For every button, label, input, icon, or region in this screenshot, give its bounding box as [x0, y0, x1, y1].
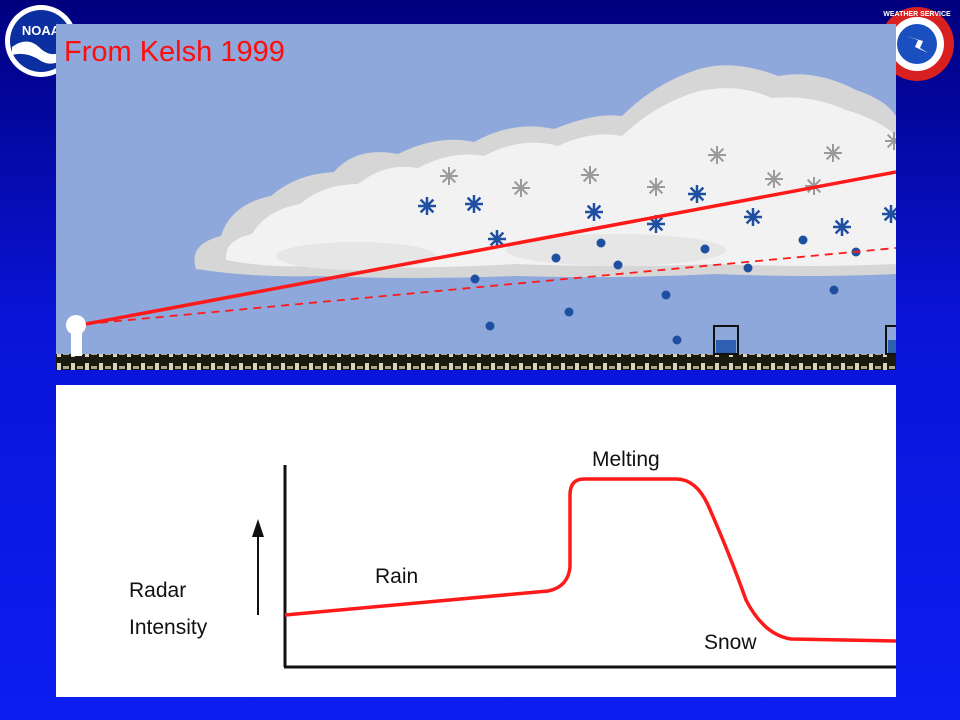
snowflake-icon	[765, 170, 783, 188]
intensity-curve	[284, 477, 896, 643]
raindrop	[564, 307, 574, 317]
label-rain: Rain	[375, 565, 418, 588]
snowflake-icon	[708, 146, 726, 164]
raindrop	[700, 244, 710, 254]
raindrop	[798, 235, 808, 245]
raindrop	[829, 285, 839, 295]
raindrop	[661, 290, 671, 300]
radar-beam-scene	[56, 24, 896, 370]
wet-snowflake-icon	[744, 208, 762, 226]
graph-ylabel-intensity: Intensity	[129, 616, 208, 639]
label-melting: Melting	[592, 448, 660, 471]
intensity-graph: Radar Intensity Rain Melting Snow	[56, 385, 896, 697]
label-snow: Snow	[704, 631, 757, 654]
wet-snowflake-icon	[647, 215, 665, 233]
beam-center-line	[85, 170, 896, 326]
snowflake-icon	[647, 178, 665, 196]
credit-text: From Kelsh 1999	[64, 36, 285, 68]
up-arrow-icon-head	[252, 519, 264, 537]
raindrop	[596, 238, 606, 248]
wet-snowflake-icon	[688, 185, 706, 203]
raindrop	[551, 253, 561, 263]
wet-snowflake-icon	[488, 230, 506, 248]
nws-logo-text: WEATHER SERVICE	[883, 11, 951, 18]
snowflake-icon	[581, 166, 599, 184]
raindrop	[613, 260, 623, 270]
wet-snowflake-icon	[833, 218, 851, 236]
noaa-logo-text: NOAA	[22, 23, 61, 38]
rain-gauge	[885, 325, 896, 355]
snowflake-icon	[824, 144, 842, 162]
radar-tower	[66, 315, 86, 356]
snowflake-icon	[440, 167, 458, 185]
wet-snowflake-icon	[585, 203, 603, 221]
wet-snowflake-icon	[882, 205, 896, 223]
snowflake-icon	[885, 132, 896, 150]
wet-snowflake-icon	[465, 195, 483, 213]
precipitation-particles	[418, 132, 896, 345]
rain-gauge	[713, 325, 739, 355]
raindrop	[470, 274, 480, 284]
snowflake-icon	[512, 179, 530, 197]
raindrop	[672, 335, 682, 345]
raindrop	[485, 321, 495, 331]
cloud	[194, 65, 896, 278]
nws-logo: WEATHER SERVICE	[880, 7, 954, 81]
beam-lower-edge	[85, 247, 896, 325]
ground	[56, 354, 896, 370]
wet-snowflake-icon	[418, 197, 436, 215]
graph-ylabel-radar: Radar	[129, 579, 186, 602]
raindrop	[743, 263, 753, 273]
